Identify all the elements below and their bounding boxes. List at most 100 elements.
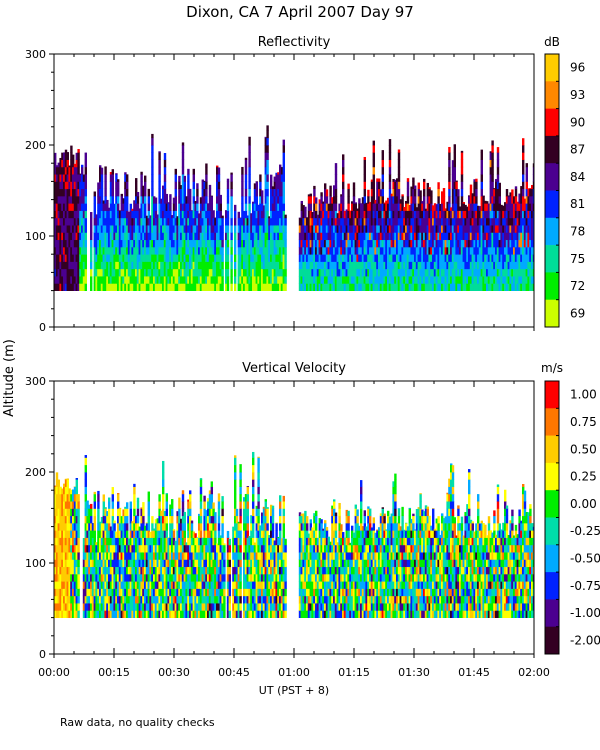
heat-cell xyxy=(376,178,379,182)
heat-cell xyxy=(122,603,125,611)
heat-cell xyxy=(192,246,195,255)
heat-cell xyxy=(325,246,329,255)
heat-cell xyxy=(88,588,91,597)
heat-cell xyxy=(300,203,303,211)
heat-cell xyxy=(75,479,78,487)
heat-cell xyxy=(502,205,505,211)
heat-cell xyxy=(356,232,359,241)
heat-cell xyxy=(469,254,473,262)
heat-cell xyxy=(516,254,519,262)
heat-cell xyxy=(117,552,120,560)
heat-cell xyxy=(160,254,163,262)
heat-cell xyxy=(473,239,476,248)
heat-cell xyxy=(316,276,320,284)
heat-cell xyxy=(136,595,140,604)
heat-cell xyxy=(457,225,460,233)
heat-cell xyxy=(118,588,122,597)
heat-cell xyxy=(54,573,57,582)
heat-cell xyxy=(181,522,185,531)
heat-cell xyxy=(214,276,217,284)
heat-cell xyxy=(309,232,312,241)
heat-cell xyxy=(54,559,57,568)
heat-cell xyxy=(423,276,426,284)
heat-cell xyxy=(493,225,496,233)
heat-cell xyxy=(340,239,343,248)
heat-cell xyxy=(385,210,388,219)
heat-cell xyxy=(190,232,194,241)
heat-cell xyxy=(113,210,116,219)
heat-cell xyxy=(172,530,176,538)
heat-cell xyxy=(525,166,528,175)
heat-cell xyxy=(250,217,253,226)
heat-cell xyxy=(318,268,321,277)
heat-cell xyxy=(466,239,469,248)
heat-cell xyxy=(93,610,96,618)
heat-cell xyxy=(217,195,221,204)
heat-cell xyxy=(307,246,311,255)
heat-cell xyxy=(99,544,102,553)
heat-cell xyxy=(198,254,201,262)
heat-cell xyxy=(104,573,107,582)
heat-cell xyxy=(77,159,80,168)
heat-cell xyxy=(199,217,203,226)
heat-cell xyxy=(111,493,114,502)
heat-cell xyxy=(75,478,78,480)
heat-cell xyxy=(95,610,98,618)
heat-cell xyxy=(532,163,534,168)
heat-cell xyxy=(109,544,113,553)
heat-cell xyxy=(153,559,156,568)
heat-cell xyxy=(156,232,159,241)
heat-cell xyxy=(72,544,75,553)
y-tick-label: 300 xyxy=(25,48,46,61)
heat-cell xyxy=(505,261,509,270)
heat-cell xyxy=(126,232,129,241)
heat-cell xyxy=(367,189,370,197)
heat-cell xyxy=(426,254,429,262)
heat-cell xyxy=(178,566,181,575)
heat-cell xyxy=(496,181,500,190)
heat-cell xyxy=(66,261,69,270)
heat-cell xyxy=(414,210,417,219)
heat-cell xyxy=(162,246,165,255)
heat-cell xyxy=(480,159,483,168)
heat-cell xyxy=(525,283,528,291)
heat-cell xyxy=(313,225,316,233)
heat-cell xyxy=(61,530,64,538)
heat-cell xyxy=(518,239,521,248)
heat-cell xyxy=(115,581,118,589)
heat-cell xyxy=(77,276,80,284)
heat-cell xyxy=(136,515,140,524)
heat-cell xyxy=(527,232,530,241)
heat-cell xyxy=(369,217,372,226)
heat-cell xyxy=(153,581,156,589)
heat-cell xyxy=(199,203,203,211)
heat-cell xyxy=(257,261,260,270)
heat-cell xyxy=(97,522,100,531)
heat-cell xyxy=(126,210,129,219)
heat-cell xyxy=(342,276,345,284)
heat-cell xyxy=(363,283,366,291)
heat-cell xyxy=(190,239,194,248)
heat-cell xyxy=(417,225,420,233)
heat-cell xyxy=(243,276,246,284)
heat-cell xyxy=(230,195,233,204)
heat-cell xyxy=(81,276,84,284)
heat-cell xyxy=(248,232,251,241)
heat-cell xyxy=(63,573,66,582)
heat-cell xyxy=(442,254,446,262)
heat-cell xyxy=(72,530,75,538)
heat-cell xyxy=(275,261,278,270)
heat-cell xyxy=(147,276,150,284)
heat-cell xyxy=(57,493,60,502)
heat-cell xyxy=(498,246,501,255)
heat-cell xyxy=(131,588,134,597)
heat-cell xyxy=(493,268,496,277)
heat-cell xyxy=(383,217,386,226)
heat-cell xyxy=(129,217,132,226)
heat-cell xyxy=(309,246,312,255)
heat-cell xyxy=(84,610,87,618)
heat-cell xyxy=(495,195,498,204)
heat-cell xyxy=(484,217,487,226)
heat-cell xyxy=(183,232,186,241)
